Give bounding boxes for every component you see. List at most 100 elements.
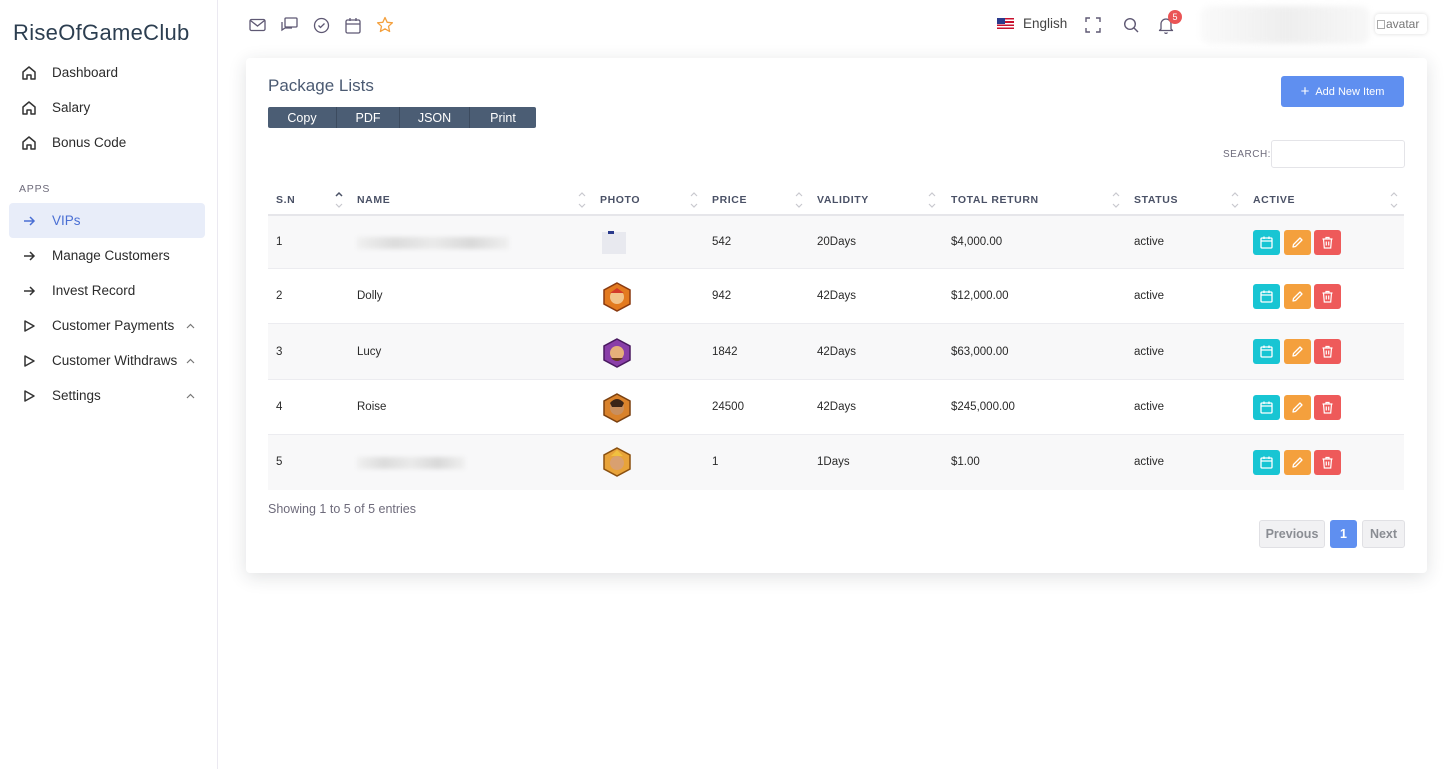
- column-header-price[interactable]: PRICE: [712, 194, 748, 206]
- sort-icon[interactable]: [927, 189, 937, 211]
- chat-icon[interactable]: [280, 16, 298, 34]
- chevron-up-icon: [186, 354, 195, 369]
- pagination-page-1[interactable]: 1: [1330, 520, 1357, 548]
- sidebar-item-manage-customers[interactable]: Manage Customers: [9, 238, 205, 273]
- search-icon[interactable]: [1122, 16, 1140, 34]
- package-photo: [602, 338, 632, 368]
- sidebar-item-customer-withdraws[interactable]: Customer Withdraws: [9, 343, 205, 378]
- sidebar-item-customer-payments[interactable]: Customer Payments: [9, 308, 205, 343]
- column-header-total-return[interactable]: TOTAL RETURN: [951, 194, 1039, 206]
- add-new-item-button[interactable]: + Add New Item: [1281, 76, 1404, 107]
- print-button[interactable]: Print: [470, 107, 536, 128]
- language-label: English: [1023, 16, 1068, 31]
- sort-asc-icon[interactable]: [334, 189, 344, 211]
- sort-icon[interactable]: [577, 189, 587, 211]
- view-button[interactable]: [1253, 230, 1280, 255]
- notification-badge: 5: [1168, 10, 1182, 24]
- avatar[interactable]: avatar: [1375, 14, 1427, 34]
- cell-total-return: $4,000.00: [951, 236, 1003, 248]
- pagination-next[interactable]: Next: [1362, 520, 1405, 548]
- cell-price: 1842: [712, 346, 738, 358]
- delete-button[interactable]: [1314, 339, 1341, 364]
- sidebar-item-dashboard[interactable]: Dashboard: [9, 55, 205, 90]
- play-icon: [20, 317, 38, 335]
- view-button[interactable]: [1253, 450, 1280, 475]
- play-icon: [20, 352, 38, 370]
- table-header: S.N NAME PHOTO PRICE VALIDITY TOTAL RETU…: [268, 184, 1404, 216]
- section-label-apps: APPS: [19, 183, 51, 195]
- sidebar-item-vips[interactable]: VIPs: [9, 203, 205, 238]
- json-button[interactable]: JSON: [400, 107, 470, 128]
- cell-price: 942: [712, 290, 732, 302]
- sort-icon[interactable]: [1389, 189, 1399, 211]
- brand-logo[interactable]: RiseOfGameClub: [13, 20, 190, 45]
- column-header-active[interactable]: ACTIVE: [1253, 194, 1296, 206]
- column-header-status[interactable]: STATUS: [1134, 194, 1179, 206]
- package-photo: [602, 282, 632, 312]
- avatar-alt-text: avatar: [1386, 17, 1420, 31]
- view-button[interactable]: [1253, 339, 1280, 364]
- view-button[interactable]: [1253, 395, 1280, 420]
- edit-button[interactable]: [1284, 230, 1311, 255]
- cell-validity: 1Days: [817, 456, 850, 468]
- search-input[interactable]: [1271, 140, 1405, 168]
- sidebar-item-settings[interactable]: Settings: [9, 378, 205, 413]
- us-flag-icon: [997, 18, 1014, 29]
- edit-button[interactable]: [1284, 284, 1311, 309]
- table-row: 2 Dolly 942 42Days $12,000.00 active: [268, 269, 1404, 324]
- column-header-sn[interactable]: S.N: [276, 194, 296, 206]
- delete-button[interactable]: [1314, 230, 1341, 255]
- column-header-photo[interactable]: PHOTO: [600, 194, 641, 206]
- user-name-redacted[interactable]: [1200, 6, 1370, 44]
- table-row: 4 Roise 24500 42Days $245,000.00 active: [268, 380, 1404, 435]
- home-icon: [20, 134, 38, 152]
- plus-icon: +: [1300, 83, 1310, 100]
- language-selector[interactable]: English: [997, 16, 1067, 31]
- calendar-icon[interactable]: [344, 16, 362, 34]
- fullscreen-icon[interactable]: [1084, 16, 1102, 34]
- sidebar-item-bonus-code[interactable]: Bonus Code: [9, 125, 205, 160]
- cell-validity: 42Days: [817, 346, 856, 358]
- sidebar-item-invest-record[interactable]: Invest Record: [9, 273, 205, 308]
- cell-price: 542: [712, 236, 732, 248]
- cell-name-redacted: [357, 457, 465, 469]
- sidebar-item-label: Customer Withdraws: [52, 353, 178, 368]
- sidebar-item-label: Invest Record: [52, 283, 136, 298]
- sort-icon[interactable]: [689, 189, 699, 211]
- star-icon[interactable]: [376, 16, 394, 34]
- sort-icon[interactable]: [1230, 189, 1240, 211]
- arrow-right-icon: [20, 282, 38, 300]
- view-button[interactable]: [1253, 284, 1280, 309]
- column-header-validity[interactable]: VALIDITY: [817, 194, 869, 206]
- cell-sn: 5: [276, 456, 283, 468]
- cell-name: Dolly: [357, 290, 383, 302]
- check-circle-icon[interactable]: [312, 16, 330, 34]
- pagination-previous[interactable]: Previous: [1259, 520, 1325, 548]
- sidebar-item-label: Bonus Code: [52, 135, 127, 150]
- cell-sn: 1: [276, 236, 283, 248]
- delete-button[interactable]: [1314, 284, 1341, 309]
- delete-button[interactable]: [1314, 395, 1341, 420]
- edit-button[interactable]: [1284, 450, 1311, 475]
- column-header-name[interactable]: NAME: [357, 194, 391, 206]
- home-icon: [20, 64, 38, 82]
- chevron-up-icon: [186, 389, 195, 404]
- home-icon: [20, 99, 38, 117]
- cell-validity: 42Days: [817, 401, 856, 413]
- edit-button[interactable]: [1284, 339, 1311, 364]
- add-button-label: Add New Item: [1315, 85, 1385, 98]
- sidebar-item-salary[interactable]: Salary: [9, 90, 205, 125]
- sort-icon[interactable]: [794, 189, 804, 211]
- delete-button[interactable]: [1314, 450, 1341, 475]
- cell-status: active: [1134, 456, 1165, 468]
- edit-button[interactable]: [1284, 395, 1311, 420]
- copy-button[interactable]: Copy: [268, 107, 337, 128]
- cell-validity: 20Days: [817, 236, 856, 248]
- cell-name: Lucy: [357, 346, 382, 358]
- mail-icon[interactable]: [248, 16, 266, 34]
- cell-total-return: $12,000.00: [951, 290, 1009, 302]
- export-button-group: Copy PDF JSON Print: [268, 107, 536, 128]
- pdf-button[interactable]: PDF: [337, 107, 400, 128]
- sort-icon[interactable]: [1111, 189, 1121, 211]
- cell-status: active: [1134, 290, 1165, 302]
